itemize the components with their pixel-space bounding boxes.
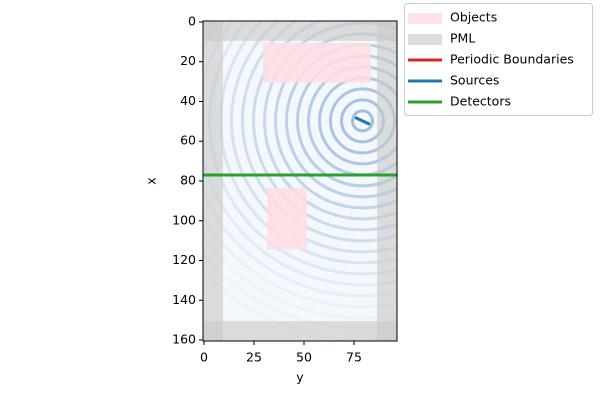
wave-ring	[351, 109, 374, 133]
source	[354, 116, 371, 126]
y-tick-label: 20	[180, 53, 196, 68]
y-tick-label: 0	[188, 13, 196, 28]
wave-ring	[203, 21, 397, 309]
legend-patch	[408, 34, 442, 45]
wave-ring	[230, 21, 397, 254]
y-tick-label: 80	[180, 173, 196, 188]
wave-ring	[252, 21, 397, 232]
y-tick-label: 100	[172, 212, 196, 227]
wave-ring	[241, 21, 397, 243]
legend-frame	[404, 3, 593, 116]
legend-label: Objects	[450, 10, 497, 25]
wave-ring	[203, 21, 397, 298]
legend-label: Periodic Boundaries	[450, 52, 574, 67]
x-tick-label: 50	[296, 350, 312, 365]
legend-patch	[408, 13, 442, 24]
plot-layers	[203, 21, 397, 341]
object	[267, 187, 307, 250]
y-tick-label: 60	[180, 133, 196, 148]
y-tick-label: 160	[172, 332, 196, 347]
x-tick-label: 0	[200, 350, 208, 365]
y-tick-label: 140	[172, 292, 196, 307]
wave-ring	[203, 21, 397, 287]
y-tick-label: 120	[172, 252, 196, 267]
x-tick-label: 25	[246, 350, 262, 365]
pml-band	[203, 21, 397, 41]
x-tick-label: 75	[346, 350, 362, 365]
legend-label: PML	[450, 31, 475, 46]
pml-band	[377, 21, 397, 341]
legend-label: Sources	[450, 73, 499, 88]
x-axis-label: y	[296, 370, 304, 385]
pml-band	[203, 321, 397, 341]
y-tick-label: 40	[180, 93, 196, 108]
object	[263, 42, 371, 83]
pml-band	[203, 21, 223, 341]
wave-ring	[203, 233, 397, 320]
y-axis-label: x	[144, 177, 159, 184]
legend-label: Detectors	[450, 94, 511, 109]
